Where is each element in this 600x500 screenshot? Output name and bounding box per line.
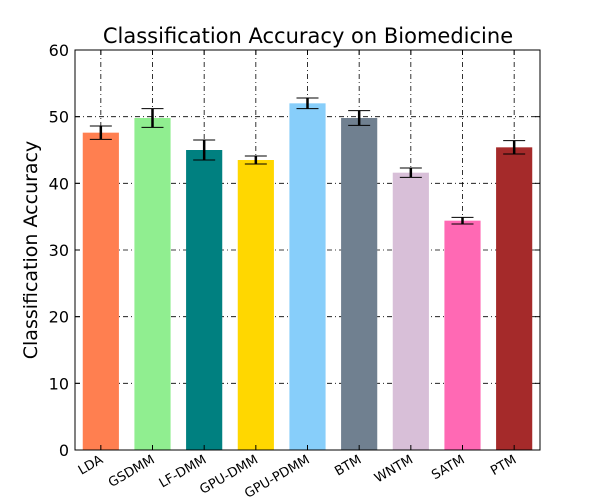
x-tick-label: SATM — [429, 452, 467, 483]
y-tick-label: 30 — [49, 241, 69, 260]
bar-satm — [444, 220, 481, 450]
x-tick-label: WNTM — [372, 452, 416, 486]
bar-lf-dmm — [186, 150, 223, 450]
x-tick-label: GSDMM — [106, 452, 157, 490]
bar-ptm — [496, 147, 533, 451]
bar-gpu-dmm — [237, 160, 274, 450]
error-bars — [89, 97, 526, 225]
bar-lda — [82, 132, 119, 450]
chart-title: Classification Accuracy on Biomedicine — [103, 24, 513, 48]
x-tick-label: LDA — [76, 452, 106, 478]
bar-gpu-pdmm — [289, 103, 326, 450]
bar-wntm — [392, 172, 429, 450]
bar-btm — [341, 118, 378, 450]
x-tick-label: BTM — [332, 452, 364, 479]
y-tick-label: 0 — [59, 441, 69, 460]
y-tick-label: 60 — [49, 41, 69, 60]
bars — [82, 103, 533, 451]
y-tick-label: 10 — [49, 374, 69, 393]
bar-gsdmm — [134, 118, 171, 450]
y-axis-label: Classification Accuracy — [20, 141, 42, 360]
y-tick-label: 50 — [49, 108, 69, 127]
x-tick-label: PTM — [488, 452, 519, 478]
y-axis-ticks: 0 10 20 30 40 50 60 — [49, 41, 540, 460]
y-tick-label: 40 — [49, 174, 69, 193]
y-tick-label: 20 — [49, 308, 69, 327]
